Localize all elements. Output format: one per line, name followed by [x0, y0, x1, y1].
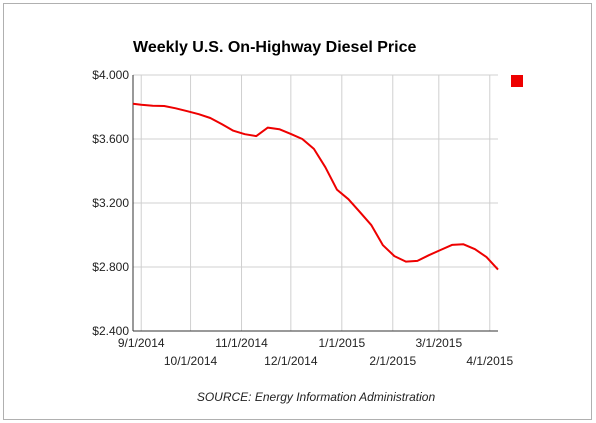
- x-tick-label: 9/1/2014: [118, 336, 165, 350]
- x-tick-label: 11/1/2014: [215, 336, 268, 350]
- y-tick-label: $2.400: [92, 324, 129, 338]
- legend-swatch: [511, 75, 523, 87]
- chart-frame: [3, 3, 592, 420]
- y-tick-label: $2.800: [92, 260, 129, 274]
- y-tick-label: $4.000: [92, 68, 129, 82]
- y-axis-ticks: $2.400 $2.800 $3.200 $3.600 $4.000: [92, 68, 129, 338]
- chart-title: Weekly U.S. On-Highway Diesel Price: [133, 39, 416, 56]
- source-note: SOURCE: Energy Information Administratio…: [197, 390, 436, 404]
- x-tick-label: 12/1/2014: [264, 354, 318, 368]
- x-tick-label: 10/1/2014: [164, 354, 218, 368]
- x-tick-label: 3/1/2015: [415, 336, 462, 350]
- series-lines: [132, 102, 499, 271]
- y-tick-label: $3.200: [92, 196, 129, 210]
- x-tick-label: 1/1/2015: [318, 336, 365, 350]
- grid: [132, 74, 498, 332]
- x-tick-label: 4/1/2015: [466, 354, 513, 368]
- series-line: [132, 102, 499, 271]
- x-tick-label: 2/1/2015: [369, 354, 416, 368]
- y-tick-label: $3.600: [92, 132, 129, 146]
- x-axis-ticks: 9/1/2014 10/1/2014 11/1/2014 12/1/20141/1/2…: [118, 336, 514, 368]
